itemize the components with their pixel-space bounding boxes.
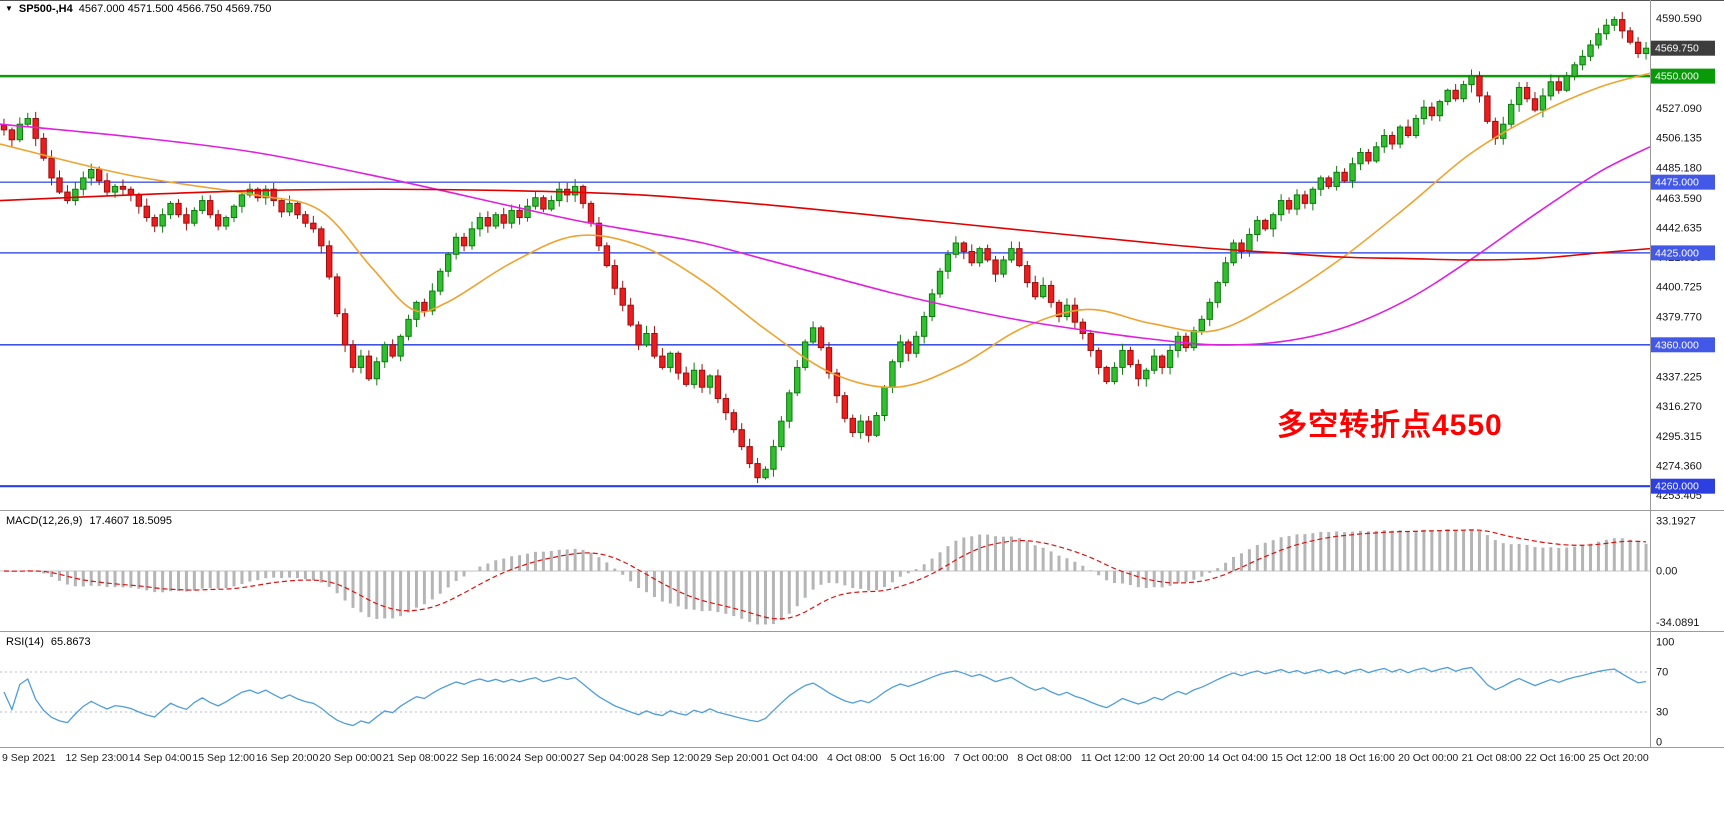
- macd-name: MACD(12,26,9): [6, 515, 83, 527]
- date-label: 1 Oct 04:00: [763, 752, 818, 764]
- rsi-line: [3, 666, 1647, 727]
- price-marker-label: 4425.000: [1655, 247, 1699, 259]
- date-label: 9 Sep 2021: [2, 752, 56, 764]
- macd-axis-label: 0.00: [1656, 566, 1677, 578]
- price-marker-box: [1651, 337, 1715, 353]
- date-label: 29 Sep 20:00: [700, 752, 763, 764]
- rsi-axis-label: 100: [1656, 637, 1674, 649]
- date-label: 24 Sep 00:00: [509, 752, 573, 764]
- price-axis-label: 4506.135: [1656, 133, 1702, 145]
- date-label: 25 Oct 20:00: [1588, 752, 1649, 764]
- price-marker-label: 4569.750: [1655, 43, 1699, 55]
- date-label: 20 Sep 00:00: [319, 752, 382, 764]
- macd-values: 17.4607 18.5095: [89, 515, 173, 527]
- symbol-period-label: SP500-,H4: [18, 3, 73, 15]
- rsi-chart[interactable]: 100 70 30 0: [0, 632, 1724, 747]
- chart-annotation: 多空转折点4550: [1277, 409, 1503, 442]
- price-marker-box: [1651, 40, 1715, 56]
- macd-signal-line: [3, 529, 1647, 620]
- date-label: 12 Oct 20:00: [1144, 752, 1205, 764]
- price-axis-label: 4590.590: [1656, 13, 1702, 25]
- date-label: 15 Sep 12:00: [192, 752, 255, 764]
- price-marker-label: 4475.000: [1655, 177, 1699, 189]
- price-marker-box: [1651, 174, 1715, 190]
- macd-axis-label: 33.1927: [1656, 516, 1696, 528]
- date-label: 15 Oct 12:00: [1271, 752, 1332, 764]
- macd-pane-wrap: 33.1927 0.00 -34.0891 MACD(12,26,9) 17.460…: [0, 510, 1724, 631]
- price-axis-label: 4485.180: [1656, 162, 1702, 174]
- ma-slow-red: [0, 188, 1651, 261]
- price-axis-label: 4274.360: [1656, 460, 1702, 472]
- price-axis-label: 4295.315: [1656, 431, 1702, 443]
- date-label: 14 Oct 04:00: [1207, 752, 1268, 764]
- time-axis[interactable]: 9 Sep 2021 12 Sep 23:00 14 Sep 04:00 15 Sep…: [0, 748, 1724, 773]
- price-marker-label: 4360.000: [1655, 339, 1699, 351]
- macd-histogram: [10, 529, 1648, 625]
- ma-fast-orange: [0, 72, 1651, 389]
- price-marker-box: [1651, 68, 1715, 84]
- date-label: 28 Sep 12:00: [636, 752, 700, 764]
- price-marker-box: [1651, 478, 1715, 494]
- date-label: 22 Sep 16:00: [446, 752, 509, 764]
- candles: [0, 11, 1650, 484]
- ohlc-values: 4567.000 4571.500 4566.750 4569.750: [78, 3, 272, 15]
- date-label: 8 Oct 08:00: [1017, 752, 1072, 764]
- price-chart[interactable]: 4590.590 4527.090 4506.135 4485.180 4463.590…: [0, 0, 1724, 510]
- macd-indicator-label: MACD(12,26,9) 17.4607 18.5095: [6, 515, 172, 527]
- price-marker-box: [1651, 245, 1715, 261]
- date-label: 21 Oct 08:00: [1461, 752, 1522, 764]
- date-label: 27 Sep 04:00: [573, 752, 636, 764]
- price-axis-label: 4400.725: [1656, 282, 1702, 294]
- rsi-axis-label: 70: [1656, 667, 1668, 679]
- rsi-axis-label: 0: [1656, 737, 1662, 748]
- date-label: 7 Oct 00:00: [953, 752, 1009, 764]
- date-label: 21 Sep 08:00: [382, 752, 446, 764]
- rsi-name: RSI(14): [6, 636, 44, 648]
- date-label: 22 Oct 16:00: [1525, 752, 1586, 764]
- time-axis-wrap: 9 Sep 2021 12 Sep 23:00 14 Sep 04:00 15 Sep…: [0, 747, 1724, 773]
- date-label: 12 Sep 23:00: [65, 752, 128, 764]
- rsi-indicator-label: RSI(14) 65.8673: [6, 636, 91, 648]
- macd-axis-label: -34.0891: [1656, 617, 1699, 629]
- price-marker-label: 4260.000: [1655, 481, 1699, 493]
- macd-chart[interactable]: 33.1927 0.00 -34.0891: [0, 511, 1724, 631]
- date-label: 11 Oct 12:00: [1080, 752, 1141, 764]
- date-label: 18 Oct 16:00: [1334, 752, 1395, 764]
- price-axis-label: 4527.090: [1656, 103, 1702, 115]
- rsi-value: 65.8673: [50, 636, 91, 648]
- price-axis-label: 4379.770: [1656, 311, 1702, 323]
- price-axis-label: 4337.225: [1656, 372, 1702, 384]
- price-pane-wrap: 4590.590 4527.090 4506.135 4485.180 4463.590…: [0, 0, 1724, 510]
- date-label: 5 Oct 16:00: [890, 752, 945, 764]
- price-axis-label: 4316.270: [1656, 401, 1702, 413]
- chart-dropdown-icon[interactable]: ▼: [5, 4, 13, 13]
- date-label: 14 Sep 04:00: [128, 752, 192, 764]
- chart-title: ▼ SP500-,H4 4567.000 4571.500 4566.750 4…: [5, 3, 271, 15]
- date-label: 4 Oct 08:00: [827, 752, 882, 764]
- rsi-axis-label: 30: [1656, 707, 1668, 719]
- price-axis-label: 4463.590: [1656, 193, 1702, 205]
- price-marker-label: 4550.000: [1655, 71, 1699, 83]
- date-label: 20 Oct 00:00: [1398, 752, 1459, 764]
- rsi-pane-wrap: 100 70 30 0 RSI(14) 65.8673: [0, 631, 1724, 747]
- date-label: 16 Sep 20:00: [255, 752, 319, 764]
- ma-mid-magenta: [0, 123, 1651, 346]
- price-axis-label: 4442.635: [1656, 222, 1702, 234]
